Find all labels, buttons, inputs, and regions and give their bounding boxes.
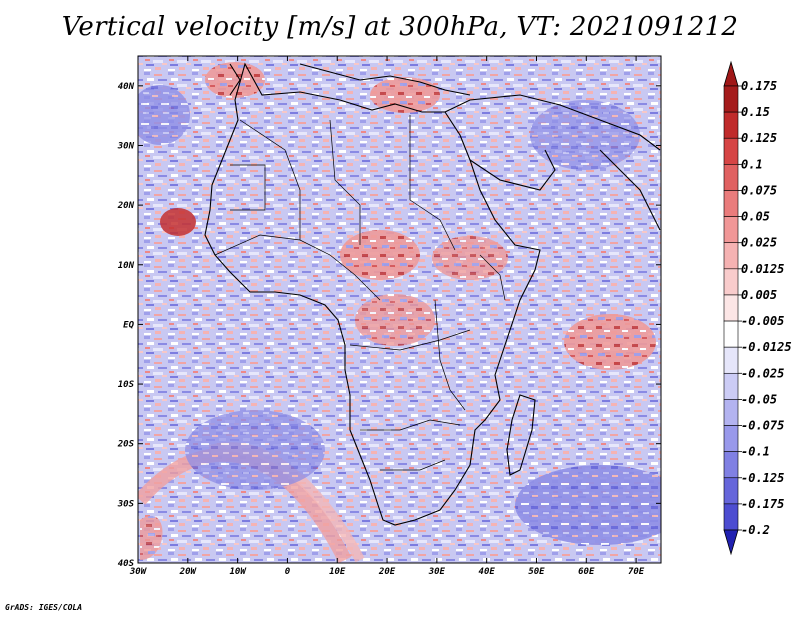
border-line	[434, 299, 466, 411]
colorbar-label: -0.025	[741, 366, 784, 380]
colorbar-swatch	[723, 451, 739, 479]
map-frame	[137, 55, 662, 564]
border-line	[380, 459, 446, 471]
coastlines	[204, 62, 661, 526]
lon-tick-label: 60E	[578, 567, 595, 577]
colorbar-label: 0.15	[741, 105, 770, 119]
lon-tick-label: 30E	[428, 567, 446, 577]
colorbar-label: 0.175	[741, 79, 777, 93]
upward-motion-region	[205, 62, 265, 98]
colorbar-label: -0.075	[741, 419, 784, 433]
lon-tick-label: 10E	[329, 567, 346, 577]
colorbar-label: 0.005	[741, 288, 777, 302]
upward-motion-region	[432, 236, 508, 280]
colorbar-label: -0.05	[741, 392, 777, 406]
colorbar-swatch	[723, 190, 739, 217]
velocity-field	[138, 56, 661, 563]
colorbar-swatch	[723, 399, 739, 426]
lon-tick-label: 20E	[378, 567, 396, 577]
colorbar-swatch	[723, 268, 739, 296]
lat-tick-label: EQ	[123, 320, 134, 330]
india-coastline	[599, 149, 661, 231]
colorbar-label: 0.125	[741, 131, 777, 145]
downward-motion-region	[185, 410, 325, 490]
colorbar-label: 0.05	[741, 210, 770, 224]
downward-motion-region	[530, 100, 640, 170]
colorbar-swatch	[723, 85, 739, 113]
colorbar-label: -0.1	[741, 445, 770, 459]
border-line	[349, 329, 471, 351]
border-line	[214, 234, 381, 301]
lon-tick-label: 30W	[129, 567, 148, 577]
border-line	[230, 164, 266, 211]
downward-motion-region	[138, 85, 190, 145]
asia-coastline	[444, 94, 661, 151]
colorbar-swatch	[723, 477, 739, 505]
colorbar-swatch	[723, 242, 739, 270]
colorbar-bottom-arrow	[723, 529, 739, 556]
lat-tick-label: 20S	[117, 440, 135, 450]
colorbar-label: 0.0125	[741, 262, 784, 276]
colorbar-swatch	[723, 425, 739, 452]
colorbar-label: -0.0125	[741, 340, 792, 354]
lat-tick-label: 30S	[117, 499, 135, 509]
colorbar-swatch	[723, 346, 739, 374]
lon-tick-label: 50E	[528, 567, 545, 577]
upward-motion-region	[370, 77, 440, 113]
lon-tick-label: 70E	[628, 567, 645, 577]
lat-tick-label: 40N	[118, 82, 135, 92]
colorbar-swatch	[723, 294, 739, 322]
lon-tick-label: 40E	[479, 567, 496, 577]
arabia-coastline	[469, 149, 556, 191]
colorbar-swatch	[723, 164, 739, 191]
lon-tick-label: 10W	[229, 567, 247, 577]
colorbar-swatch	[723, 372, 739, 400]
border-line	[479, 254, 506, 301]
colorbar-swatch	[723, 111, 739, 139]
border-line	[360, 419, 461, 431]
colorbar-label: 0.1	[741, 157, 763, 171]
lon-tick-label: 0	[285, 567, 291, 577]
border-line	[239, 119, 301, 240]
colorbar-label: -0.175	[741, 497, 784, 511]
colorbar-label: -0.125	[741, 471, 784, 485]
colorbar-top-arrow	[723, 60, 739, 87]
upward-motion-region	[160, 208, 196, 236]
colorbar-label: -0.005	[741, 314, 784, 328]
colorbar-swatch	[723, 137, 739, 165]
colorbar-swatch	[723, 503, 739, 531]
country-borders	[214, 115, 506, 471]
colorbar-label: -0.2	[741, 523, 770, 537]
colorbar: 0.175 0.15 0.125 0.1 0.075 0.05 0.025 0.0125 0.0…	[723, 60, 792, 556]
figure-title: Vertical velocity [m/s] at 300hPa, VT: 2…	[61, 12, 739, 42]
africa-coastline	[204, 62, 541, 526]
lon-tick-label: 20W	[179, 567, 198, 577]
lat-tick-label: 40S	[118, 559, 135, 569]
lat-tick-label: 20N	[117, 201, 135, 211]
colorbar-swatch	[723, 216, 739, 244]
lat-tick-label: 30N	[117, 141, 135, 151]
lat-tick-label: 10N	[118, 261, 135, 271]
upward-motion-region	[140, 515, 163, 560]
lat-tick-label: 10S	[118, 380, 135, 390]
downward-motion-region	[515, 465, 661, 545]
upward-motion-region	[564, 314, 656, 370]
iberia-coastline	[229, 63, 241, 96]
colorbar-label: 0.025	[741, 236, 777, 250]
border-line	[329, 119, 361, 245]
software-credit: GrADS: IGES/COLA	[5, 603, 83, 612]
madagascar-coastline	[506, 394, 536, 476]
europe-coastline	[299, 63, 471, 96]
colorbar-label: 0.075	[741, 183, 777, 197]
colorbar-swatch	[723, 320, 739, 348]
upward-motion-region	[355, 294, 435, 346]
border-line	[409, 115, 456, 251]
